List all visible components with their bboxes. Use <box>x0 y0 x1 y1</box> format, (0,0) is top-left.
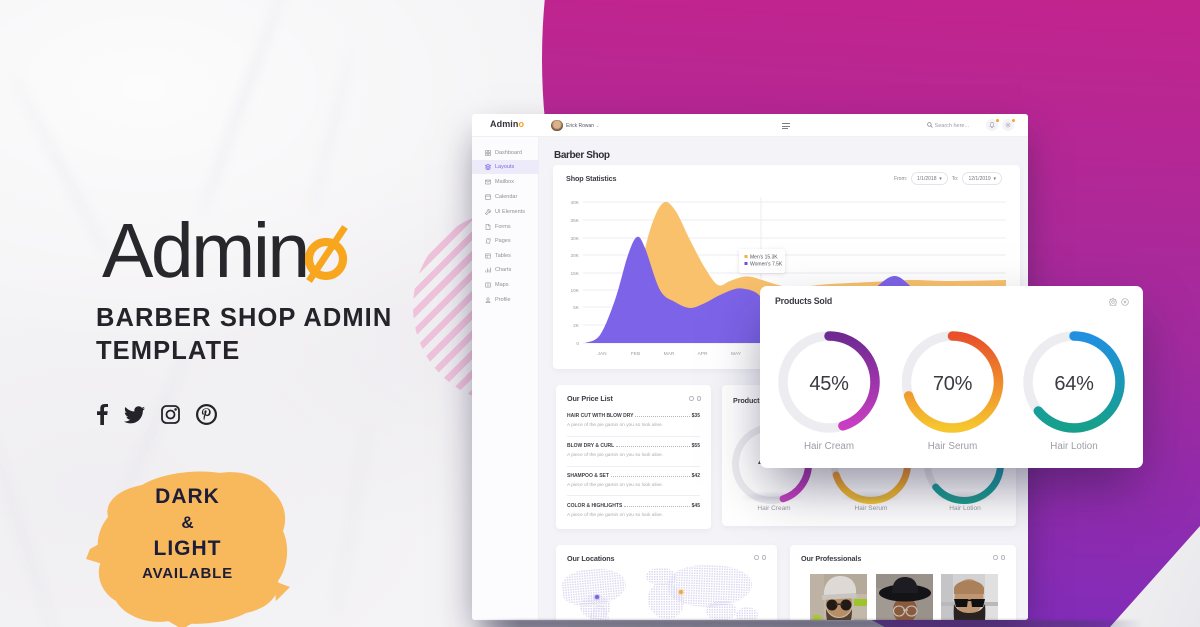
svg-text:30K: 30K <box>570 236 579 242</box>
svg-text:APR: APR <box>698 351 708 357</box>
svg-text:2K: 2K <box>573 323 580 329</box>
svg-text:MAY: MAY <box>731 351 742 357</box>
svg-text:20K: 20K <box>570 253 579 259</box>
svg-text:JAN: JAN <box>597 351 607 357</box>
svg-text:Men's 15.3K: Men's 15.3K <box>750 254 778 260</box>
svg-text:0: 0 <box>576 341 579 347</box>
svg-text:MAR: MAR <box>664 351 675 357</box>
svg-text:FEB: FEB <box>631 351 640 357</box>
svg-text:Women's 7.5K: Women's 7.5K <box>750 261 783 267</box>
svg-text:35K: 35K <box>570 218 579 224</box>
svg-text:5K: 5K <box>573 305 580 311</box>
svg-text:40K: 40K <box>570 200 579 206</box>
svg-text:10K: 10K <box>570 288 579 294</box>
svg-text:15K: 15K <box>570 271 579 277</box>
